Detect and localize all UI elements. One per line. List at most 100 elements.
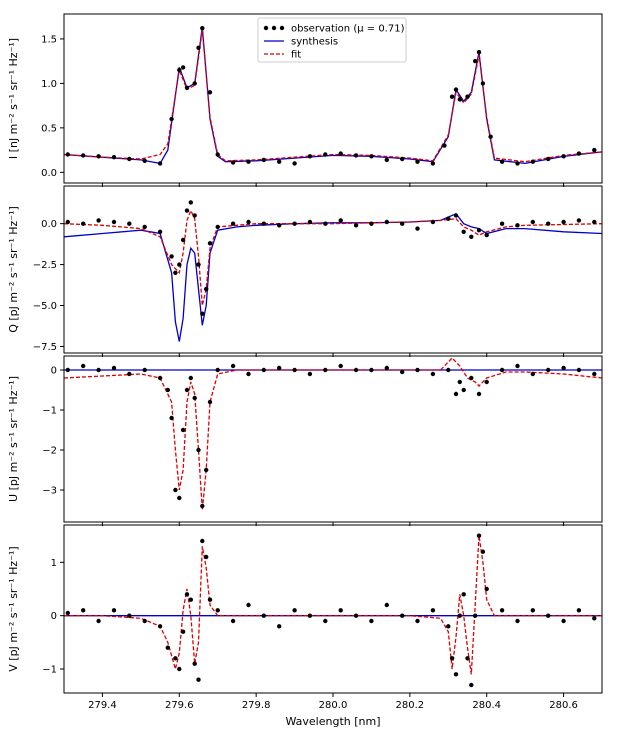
observation-point-Q [65,219,71,225]
observation-point-V [111,608,117,613]
observation-point-U [384,365,389,371]
observation-point-Q [415,226,420,231]
observation-point-I [127,156,132,162]
observation-point-U [484,379,489,385]
fit-line-Q [64,208,602,306]
observation-point-Q [277,223,282,228]
fit-line-I [64,29,602,163]
observation-point-Q [430,219,436,225]
observation-point-U [400,369,405,375]
observation-point-V [173,656,178,661]
observation-point-U [446,367,451,373]
observation-point-U [200,503,205,509]
panel-frame-Q [63,185,603,354]
legend: observation (μ = 0.71) synthesis fit [257,17,407,63]
y-tick-label-Q: 0.0 [41,219,57,230]
y-axis-label-I: I [nJ m⁻² s⁻¹ sr⁻¹ Hz⁻¹] [7,38,20,159]
observation-point-V [81,608,86,613]
observation-point-U [207,399,213,405]
observation-point-I [338,151,343,156]
y-tick-label-U: −2 [42,446,57,457]
observation-point-I [180,65,186,70]
observation-point-Q [530,219,535,225]
observation-point-I [169,116,174,122]
observation-point-I [111,155,117,160]
observation-point-V [188,597,193,602]
y-tick-label-U: −3 [42,486,57,497]
y-tick-label-U: −1 [42,406,57,417]
observation-point-U [561,365,566,371]
observation-point-U [530,371,535,377]
y-axis-label-Q: Q [pJ m⁻² s⁻¹ sr⁻¹ Hz⁻¹] [7,206,20,333]
observation-point-Q [261,221,266,226]
observation-point-Q [476,228,482,233]
legend-observation-marker [279,25,285,31]
y-tick-label-Q: −5.0 [33,301,57,312]
panel-U: 0 −1 −2 −3 U [pJ m⁻² s⁻¹ sr⁻¹ Hz⁻¹] [7,355,603,526]
observation-point-U [142,367,147,373]
y-tick-label-V: −1 [42,665,57,676]
x-tick-label: 279.4 [88,700,117,711]
observation-point-Q [592,219,597,225]
observation-point-I [515,161,520,166]
observation-point-I [546,156,551,162]
observation-point-V [204,554,209,560]
observation-point-I [177,67,182,73]
observation-point-I [277,159,282,164]
observation-point-U [546,367,551,373]
observation-point-U [180,427,186,433]
y-tick-label-U: 0 [51,366,57,377]
observation-point-I [488,134,493,139]
observation-point-I [353,153,359,158]
plot-area-U [64,357,602,511]
observation-point-I [476,50,482,55]
observation-point-U [165,387,170,393]
observation-point-I [457,97,462,102]
y-tick-label-V: 1 [51,558,57,569]
observation-point-Q [246,219,251,225]
observation-point-V [353,613,359,618]
observation-point-V [384,602,389,608]
observation-point-V [207,597,213,602]
observation-point-Q [200,311,205,316]
observation-point-I [561,154,566,159]
plot-area-Q [64,200,602,342]
x-tick-label: 280.0 [319,700,348,711]
plot-area-V [64,533,602,688]
observation-point-I [215,152,220,157]
legend-box [257,17,407,63]
observation-point-U [188,375,193,381]
panel-frame-V [63,524,603,694]
observation-point-V [457,613,462,618]
observation-point-U [157,375,163,381]
observation-point-U [415,367,420,373]
observation-point-V [165,645,170,650]
observation-point-I [196,45,201,50]
observation-point-V [277,624,282,629]
panel-frame-U [63,355,603,523]
observation-point-V [592,616,597,621]
observation-point-V [449,656,455,661]
y-tick-label-I: 0.5 [41,123,57,134]
observation-point-Q [127,221,132,226]
x-tick-label: 280.2 [396,700,425,711]
observation-point-Q [323,221,328,226]
observation-point-Q [111,219,117,225]
observation-point-I [246,159,251,164]
observation-point-I [65,152,71,157]
observation-point-I [430,161,436,166]
fit-line-V [64,535,602,675]
observation-point-V [461,592,466,597]
observation-point-I [453,87,459,92]
observation-point-V [246,602,251,608]
observation-point-U [369,367,374,373]
panel-frame-I [63,13,603,184]
panels-layer: 0.0 0.5 1.0 1.5 I [nJ m⁻² s⁻¹ sr⁻¹ Hz⁻¹] 0.0 −… [7,13,603,711]
observation-point-U [353,367,359,373]
observation-point-I [369,154,374,159]
y-axis-label-U: U [pJ m⁻² s⁻¹ sr⁻¹ Hz⁻¹] [7,376,20,502]
observation-point-V [453,672,459,677]
observation-point-I [96,154,101,159]
observation-point-I [473,58,478,64]
observation-point-Q [173,270,178,275]
